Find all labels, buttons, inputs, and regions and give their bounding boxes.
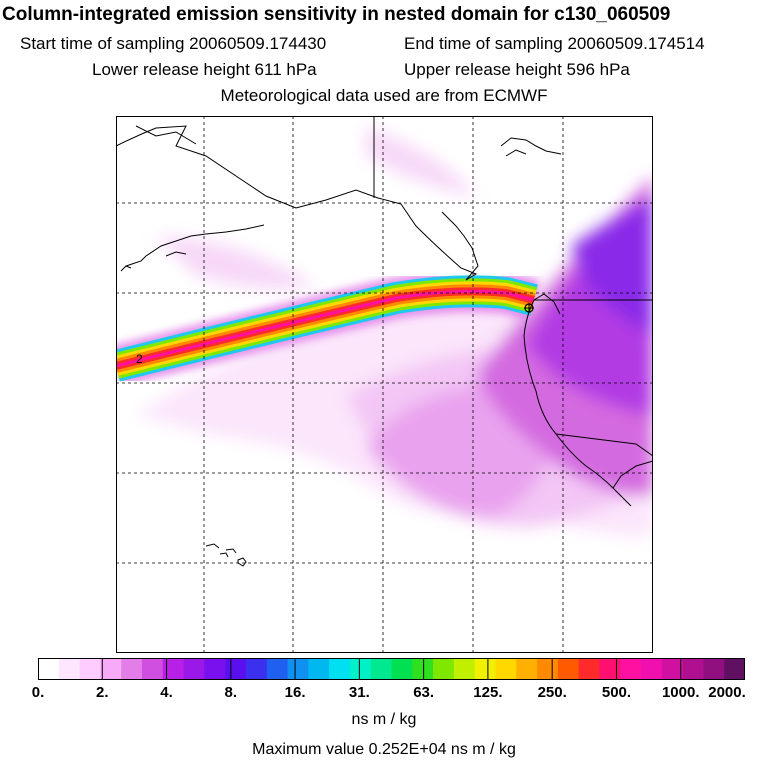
colorbar-cell — [162, 658, 185, 680]
colorbar-cell — [183, 658, 205, 680]
colorbar-cell — [557, 658, 580, 680]
contour-label: 2 — [136, 352, 143, 366]
map-frame — [116, 116, 653, 653]
colorbar-cell — [661, 658, 684, 680]
borders — [373, 116, 653, 457]
sampling-end: End time of sampling 20060509.174514 — [404, 34, 705, 53]
colorbar-cell — [537, 658, 559, 680]
colorbar-cell — [141, 658, 164, 680]
colorbar-cell — [433, 658, 455, 680]
colorbar-cell — [38, 658, 60, 680]
colorbar-cell — [245, 658, 268, 680]
colorbar-cell — [578, 658, 601, 680]
sampling-start: Start time of sampling 20060509.174430 — [20, 34, 327, 53]
colorbar-cell — [516, 658, 538, 680]
sensitivity-map: 2 — [116, 116, 653, 653]
colorbar-cell — [495, 658, 517, 680]
colorbar-cell — [641, 658, 663, 680]
colorbar-cell — [370, 658, 393, 680]
colorbar-cell — [474, 658, 497, 680]
colorbar-cell — [308, 658, 330, 680]
colorbar-tick-label: 4. — [160, 684, 173, 701]
colorbar-cell — [391, 658, 413, 680]
colorbar-tick-label: 2000. — [708, 684, 746, 701]
colorbar-cell — [349, 658, 372, 680]
colorbar-tick-label: 0. — [31, 684, 45, 701]
colorbar-cell — [329, 658, 351, 680]
release-upper: Upper release height 596 hPa — [404, 60, 630, 79]
colorbar-tick-label: 2. — [96, 684, 109, 701]
release-lower: Lower release height 611 hPa — [92, 60, 317, 79]
sensitivity-field — [136, 126, 653, 536]
colorbar — [38, 658, 745, 680]
colorbar-units: ns m / kg — [351, 711, 417, 728]
colorbar-tick-label: 16. — [284, 684, 306, 701]
release-marker — [524, 303, 534, 313]
colorbar-tick-label: 125. — [473, 684, 503, 701]
colorbar-tick-label: 500. — [601, 684, 632, 701]
colorbar-tick-label: 63. — [413, 684, 435, 701]
colorbar-cell — [266, 658, 289, 680]
colorbar-cell — [121, 658, 143, 680]
colorbar-cell — [58, 658, 81, 680]
colorbar-cell — [287, 658, 309, 680]
colorbar-cell — [412, 658, 434, 680]
colorbar-cell — [204, 658, 226, 680]
coastlines — [116, 125, 653, 567]
colorbar-cell — [100, 658, 122, 680]
colorbar-cell — [453, 658, 476, 680]
colorbar-cell — [682, 658, 705, 680]
met-source: Meteorological data used are from ECMWF — [220, 86, 548, 105]
colorbar-tick-label: 31. — [348, 684, 370, 701]
colorbar-tick-label: 8. — [224, 684, 238, 701]
colorbar-cell — [703, 658, 725, 680]
colorbar-cell — [79, 658, 101, 680]
colorbar-frame — [38, 658, 745, 680]
maximum-value: Maximum value 0.252E+04 ns m / kg — [252, 741, 516, 758]
colorbar-cell — [724, 658, 745, 680]
colorbar-tick-label: 1000. — [661, 684, 700, 701]
colorbar-cell — [599, 658, 621, 680]
colorbar-cell — [225, 658, 247, 680]
plot-title: Column-integrated emission sensitivity i… — [2, 4, 671, 25]
colorbar-tick-label: 250. — [537, 684, 567, 701]
colorbar-cell — [620, 658, 642, 680]
